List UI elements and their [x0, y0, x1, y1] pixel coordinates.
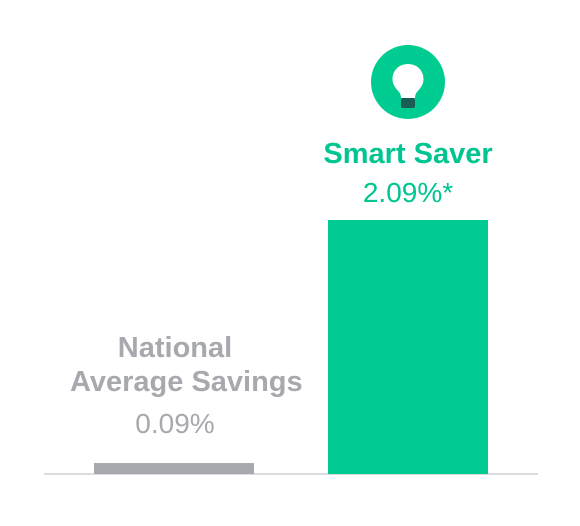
value-label-national: 0.09%	[135, 408, 215, 439]
value-label-smart-saver: 2.09%*	[362, 177, 454, 208]
category-label-national-line2: Average Savings	[70, 366, 303, 398]
lightbulb-icon	[392, 64, 424, 108]
bar-smart-saver	[328, 220, 488, 474]
category-label-national: National Average Savings	[70, 331, 303, 399]
lightbulb-icon-badge	[371, 45, 445, 119]
category-label-smart-saver: Smart Saver	[323, 138, 493, 170]
bar-national-average-savings	[94, 463, 254, 474]
category-label-national-line1: National	[117, 332, 233, 364]
